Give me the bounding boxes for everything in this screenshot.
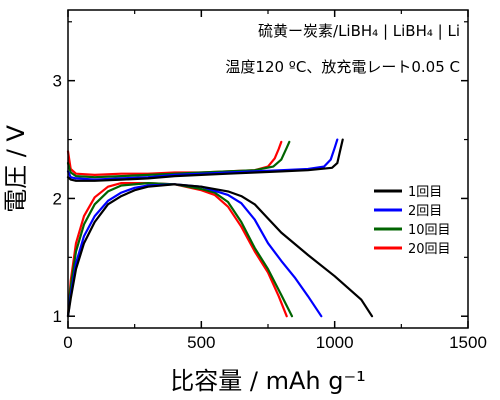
y-tick-label-0: 1 <box>53 307 62 326</box>
x-axis-label: 比容量 / mAh g⁻¹ <box>170 367 366 395</box>
x-tick-label-0: 0 <box>63 333 72 352</box>
legend-label-2: 10回目 <box>408 223 451 238</box>
ticks <box>67 10 469 328</box>
series-2-discharge-line <box>66 182 294 318</box>
legend-label-1: 2回目 <box>408 204 442 219</box>
y-axis-label: 電圧 / V <box>2 125 30 213</box>
tick-labels: 0 500 1000 1500 1 2 3 <box>53 72 487 352</box>
legend-label-0: 1回目 <box>408 185 442 200</box>
series-0-discharge-line <box>66 183 374 318</box>
y-tick-label-2: 3 <box>53 72 62 91</box>
x-tick-label-3: 1500 <box>449 333 487 352</box>
x-tick-label-2: 1000 <box>316 333 354 352</box>
legend: 1回目 2回目 10回目 20回目 <box>374 185 451 257</box>
legend-label-3: 20回目 <box>408 242 451 257</box>
series-0-charge-line <box>66 138 344 182</box>
series-1-discharge-line <box>66 183 323 318</box>
curves <box>66 138 374 318</box>
series-2-charge-line <box>66 140 291 179</box>
x-tick-label-1: 500 <box>187 333 215 352</box>
series-1-charge-line <box>66 138 339 181</box>
annotation-2: 温度120 ºC、放充電レート0.05 C <box>225 58 460 76</box>
annotation-1: 硫黄ー炭素/LiBH₄ | LiBH₄ | Li <box>258 22 460 40</box>
y-tick-label-1: 2 <box>53 189 62 208</box>
